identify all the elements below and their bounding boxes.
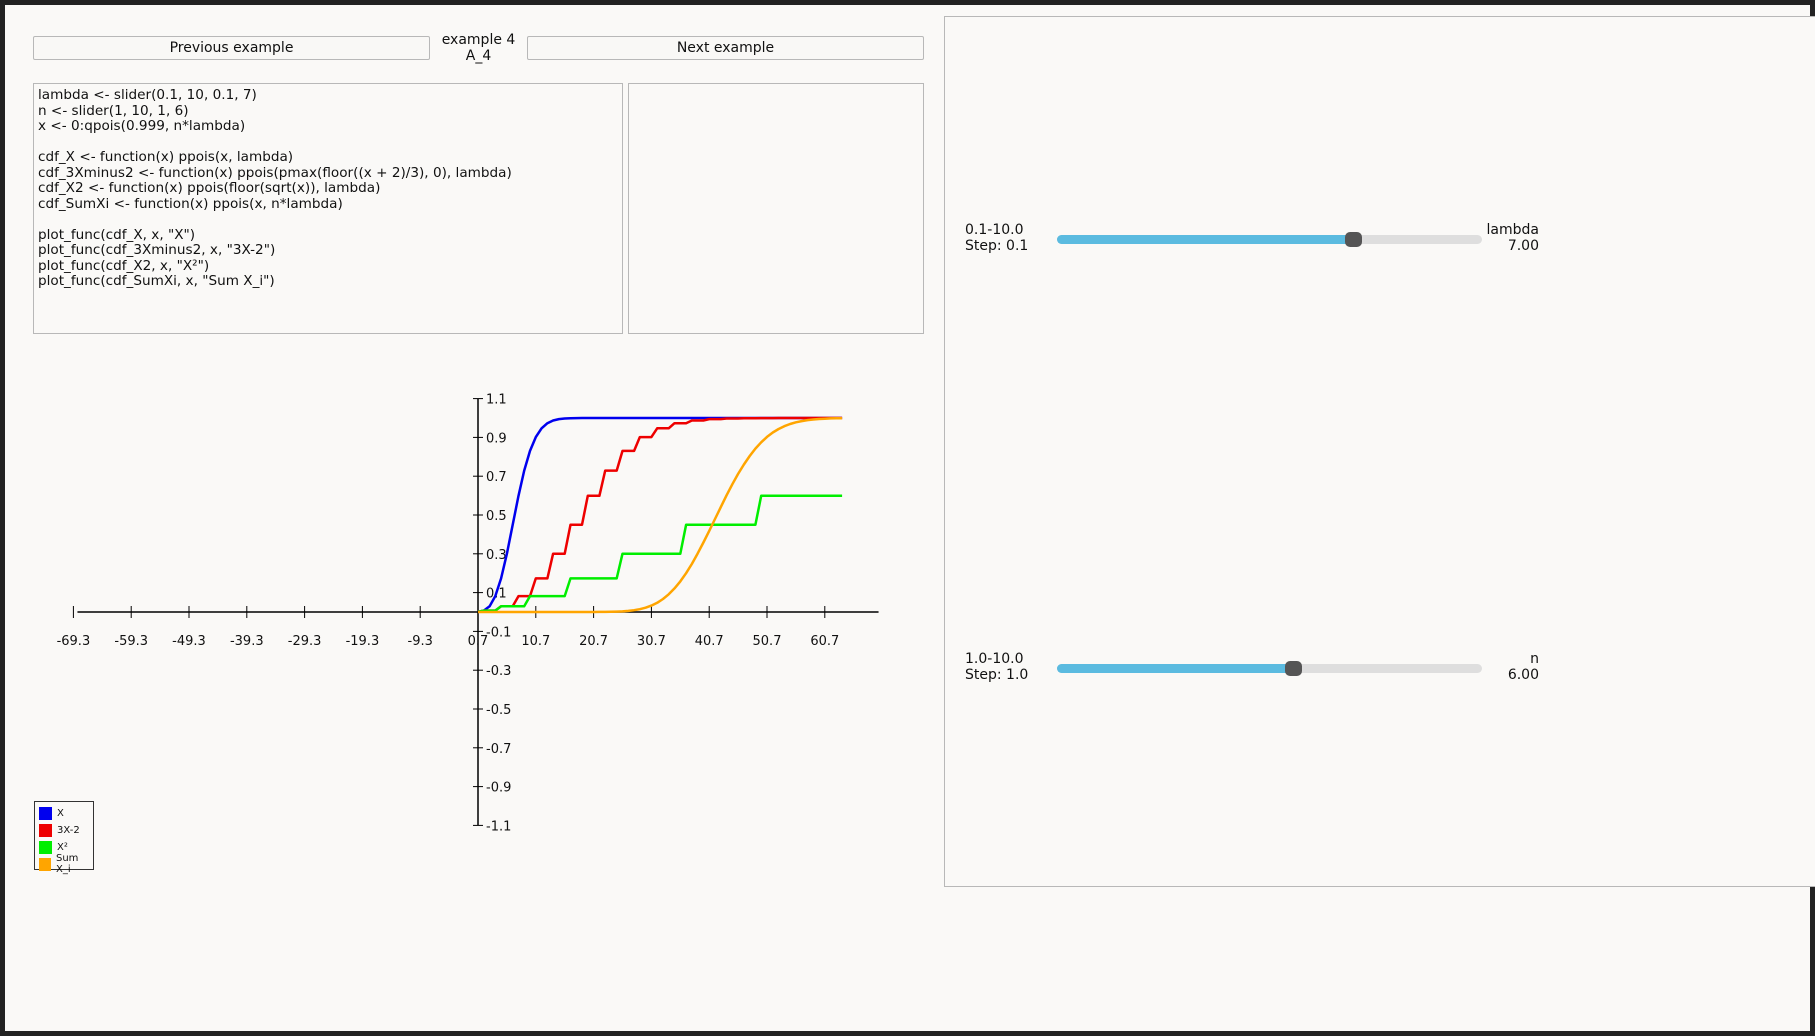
x-tick-label: -59.3	[114, 634, 148, 649]
legend-label: 3X-2	[57, 824, 80, 836]
legend-label: X	[57, 807, 64, 819]
slider-name: lambda 7.00	[1485, 222, 1539, 254]
legend-item-x2: X²	[39, 840, 68, 854]
legend-label: Sum X_i	[55, 853, 79, 875]
series-line-3xminus2	[477, 416, 843, 614]
series-layer	[477, 416, 843, 614]
legend-swatch	[39, 823, 52, 837]
x-tick-label: 60.7	[810, 634, 839, 649]
y-tick-label: 0.9	[486, 431, 507, 446]
x-tick-label: -49.3	[172, 634, 206, 649]
series-line-sumxi	[478, 416, 843, 614]
series-line-x2	[477, 494, 843, 614]
x-tick-label: 40.7	[695, 634, 724, 649]
x-tick-label: 20.7	[579, 634, 608, 649]
y-tick-label: 0.5	[486, 509, 507, 524]
x-tick-label: -69.3	[57, 634, 91, 649]
x-tick-label: -29.3	[288, 634, 322, 649]
legend-swatch	[39, 840, 52, 854]
x-tick-label: -9.3	[408, 634, 433, 649]
slider-value-label: 7.00	[1507, 238, 1539, 254]
cdf-chart: -69.3 -59.3 -49.3 -39.3 -29.3 -19.3 -9.3 0.7 10.…	[57, 393, 879, 834]
slider-name-label: lambda	[1486, 222, 1539, 238]
output-panel	[628, 83, 924, 334]
example-id: A_4	[465, 48, 492, 64]
slider-name: n 6.00	[1485, 651, 1539, 683]
y-tick-label: -0.5	[486, 703, 511, 718]
slider-handle[interactable]	[1285, 661, 1303, 676]
slider-value-label: 6.00	[1507, 667, 1539, 683]
slider-step-label: Step: 1.0	[965, 667, 1029, 683]
legend-item-sum-xi: Sum X_i	[39, 853, 93, 875]
slider-fill	[1057, 664, 1294, 673]
x-tick-label: -19.3	[346, 634, 380, 649]
app-window: Previous example example 4 A_4 Next exam…	[5, 5, 1815, 1031]
slider-range: 0.1-10.0 Step: 0.1	[965, 222, 1028, 254]
y-tick-label: -1.1	[486, 819, 511, 834]
y-tick-label: 0.3	[486, 548, 507, 563]
next-example-button[interactable]: Next example	[527, 36, 924, 60]
slider-range: 1.0-10.0 Step: 1.0	[965, 651, 1028, 683]
example-label: example 4 A_4	[430, 32, 527, 64]
slider-range-label: 1.0-10.0	[965, 651, 1024, 667]
slider-track[interactable]	[1057, 661, 1482, 676]
x-tick-label: 30.7	[637, 634, 666, 649]
example-title: example 4	[441, 32, 516, 48]
slider-fill	[1057, 235, 1354, 244]
x-tick-label: -39.3	[230, 634, 264, 649]
y-tick-label: -0.7	[486, 742, 511, 757]
slider-lambda: 0.1-10.0 Step: 0.1 lambda 7.00	[945, 222, 1815, 262]
slider-range-label: 0.1-10.0	[965, 222, 1024, 238]
slider-step-label: Step: 0.1	[965, 238, 1029, 254]
x-tick-label: 50.7	[753, 634, 782, 649]
y-axis-ticks: 1.10.90.70.50.30.1-0.1-0.3-0.5-0.7-0.9-1…	[473, 393, 511, 834]
slider-name-label: n	[1530, 651, 1539, 667]
legend-swatch	[39, 806, 52, 820]
slider-n: 1.0-10.0 Step: 1.0 n 6.00	[945, 651, 1815, 691]
legend-item-x: X	[39, 806, 64, 820]
y-tick-label: -0.9	[486, 781, 511, 796]
x-axis-ticks: -69.3 -59.3 -49.3 -39.3 -29.3 -19.3 -9.3 0.7 10.…	[57, 606, 839, 649]
series-line-x	[477, 416, 843, 614]
legend-label: X²	[57, 841, 68, 853]
code-editor[interactable]: lambda <- slider(0.1, 10, 0.1, 7) n <- s…	[33, 83, 623, 334]
y-tick-label: -0.1	[486, 625, 511, 640]
legend-swatch	[39, 857, 51, 871]
legend-item-3x-2: 3X-2	[39, 823, 80, 837]
x-tick-label: 0.7	[468, 634, 489, 649]
previous-example-button[interactable]: Previous example	[33, 36, 430, 60]
x-tick-label: 10.7	[521, 634, 550, 649]
y-tick-label: -0.3	[486, 664, 511, 679]
chart-legend: X 3X-2 X² Sum X_i	[34, 801, 94, 875]
y-tick-label: 0.7	[486, 470, 507, 485]
slider-handle[interactable]	[1345, 232, 1363, 247]
slider-panel: 0.1-10.0 Step: 0.1 lambda 7.00 1.0-10.0 …	[944, 16, 1815, 887]
slider-track[interactable]	[1057, 232, 1482, 247]
y-tick-label: 1.1	[486, 393, 507, 408]
